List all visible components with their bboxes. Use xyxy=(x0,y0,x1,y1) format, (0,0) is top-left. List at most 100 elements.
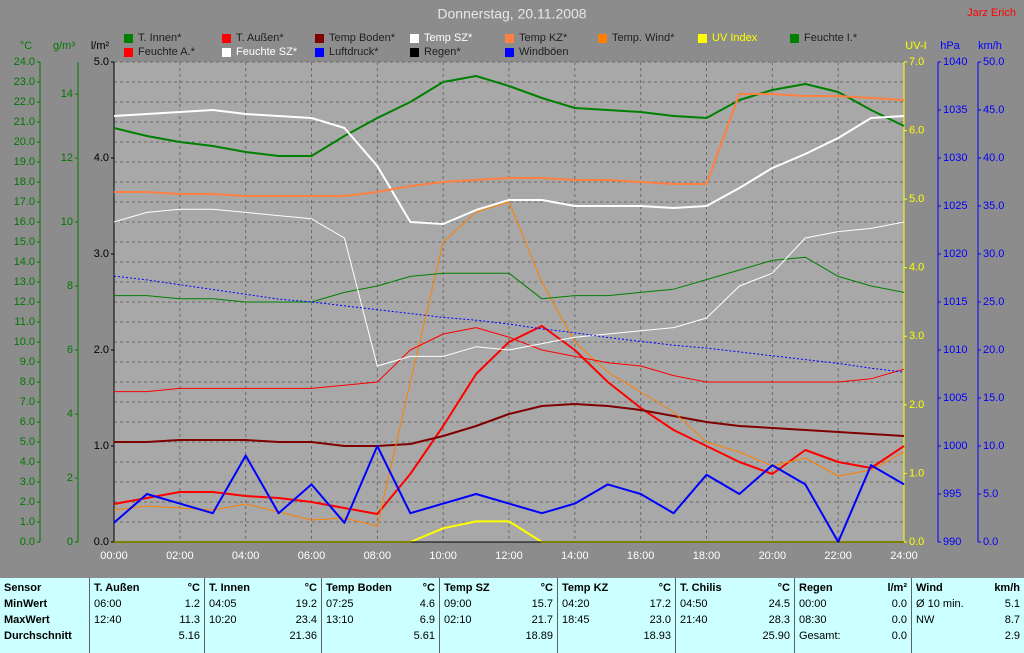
legend-swatch xyxy=(410,34,419,43)
y-tick-label: 13.0 xyxy=(14,276,35,288)
legend-label: Temp SZ* xyxy=(424,32,473,44)
cell-time: 00:00 xyxy=(799,598,827,610)
legend-swatch xyxy=(124,48,133,57)
y-tick-label: 5.0 xyxy=(909,193,924,205)
group-name: Temp Boden xyxy=(326,582,392,594)
y-tick-label: 20.0 xyxy=(983,344,1004,356)
author: Jarz Erich xyxy=(967,7,1016,19)
cell-time: 04:20 xyxy=(562,598,590,610)
cell-time: 09:00 xyxy=(444,598,472,610)
chart: Donnerstag, 20.11.2008 Jarz Erich 00:00 0… xyxy=(14,6,1016,562)
axis-title: °C xyxy=(20,40,32,52)
cell-value: 5.1 xyxy=(1004,598,1020,610)
cell-value: 19.2 xyxy=(295,598,317,610)
y-tick-label: 1005 xyxy=(943,392,967,404)
row: 5.61 xyxy=(326,628,435,644)
y-tick-label: 0.0 xyxy=(909,536,924,548)
y-tick-label: 10.0 xyxy=(983,440,1004,452)
group-name: Temp SZ xyxy=(444,582,490,594)
chart-title: Donnerstag, 20.11.2008 xyxy=(437,6,586,22)
cell-value: 24.5 xyxy=(768,598,790,610)
header: Temp Boden °C xyxy=(326,580,435,596)
axis-title: hPa xyxy=(940,40,960,52)
cell-time: 18:45 xyxy=(562,614,590,626)
y-tick-label: 14.0 xyxy=(14,256,35,268)
cell-value: 5.16 xyxy=(178,630,200,642)
y-tick-label: 7.0 xyxy=(909,56,924,68)
axis-title: l/m² xyxy=(91,40,110,52)
x-tick-label: 16:00 xyxy=(627,550,655,562)
row: 13:10 6.9 xyxy=(326,612,435,628)
stats-column: T. Chilis °C 04:50 24.5 21:40 28.3 25.90 xyxy=(676,578,795,653)
y-tick-label: 4.0 xyxy=(909,262,924,274)
cell-time: 02:10 xyxy=(444,614,472,626)
legend-label: T. Innen* xyxy=(138,32,182,44)
stats-column: Wind km/h Ø 10 min. 5.1 NW 8.7 2.9 xyxy=(912,578,1024,653)
cell-value: 23.4 xyxy=(295,614,317,626)
group-unit: °C xyxy=(658,582,671,594)
y-tick-label: 1.0 xyxy=(20,516,35,528)
legend-swatch xyxy=(598,34,607,43)
legend-swatch xyxy=(222,48,231,57)
row: 00:00 0.0 xyxy=(799,596,907,612)
y-tick-label: 15.0 xyxy=(14,236,35,248)
row: 21:40 28.3 xyxy=(680,612,790,628)
legend-label: Luftdruck* xyxy=(329,46,379,58)
cell-value: 6.9 xyxy=(419,614,435,626)
cell-value: 17.2 xyxy=(649,598,671,610)
legend-label: T. Außen* xyxy=(236,32,284,44)
cell-value: 8.7 xyxy=(1004,614,1020,626)
legend-label: Windböen xyxy=(519,46,569,58)
y-tick-label: 1030 xyxy=(943,152,967,164)
row: 09:00 15.7 xyxy=(444,596,553,612)
y-tick-label: 11.0 xyxy=(14,316,35,328)
group-name: T. Chilis xyxy=(680,582,722,594)
y-tick-label: 5.0 xyxy=(983,488,998,500)
row: NW 8.7 xyxy=(916,612,1020,628)
y-tick-label: 2.0 xyxy=(94,344,109,356)
cell-time: 06:00 xyxy=(94,598,122,610)
cell-value: 4.6 xyxy=(419,598,435,610)
header: Wind km/h xyxy=(916,580,1020,596)
cell-value: 18.89 xyxy=(525,630,553,642)
x-tick-label: 18:00 xyxy=(693,550,721,562)
y-tick-label: 1025 xyxy=(943,200,967,212)
corner: Sensor xyxy=(4,582,42,594)
legend-label: Temp Boden* xyxy=(329,32,396,44)
y-tick-label: 1000 xyxy=(943,440,967,452)
cell-value: 11.3 xyxy=(179,614,200,626)
y-tick-label: 12.0 xyxy=(14,296,35,308)
cell-time: 08:30 xyxy=(799,614,827,626)
cell-time: Gesamt: xyxy=(799,630,841,642)
cell-time: 10:20 xyxy=(209,614,237,626)
legend-label: Feuchte SZ* xyxy=(236,46,298,58)
stats-column: Regen l/m² 00:00 0.0 08:30 0.0 Gesamt: 0.0 xyxy=(795,578,912,653)
stats-column: T. Innen °C 04:05 19.2 10:20 23.4 21.36 xyxy=(205,578,322,653)
series-line xyxy=(113,75,905,157)
stats-column: Temp Boden °C 07:25 4.6 13:10 6.9 5.61 xyxy=(322,578,440,653)
group-name: T. Außen xyxy=(94,582,140,594)
row: 18:45 23.0 xyxy=(562,612,671,628)
row: 07:25 4.6 xyxy=(326,596,435,612)
legend-label: Temp. Wind* xyxy=(612,32,675,44)
cell-value: 5.61 xyxy=(413,630,435,642)
y-tick-label: 5.0 xyxy=(20,436,35,448)
row: 25.90 xyxy=(680,628,790,644)
row: 02:10 21.7 xyxy=(444,612,553,628)
y-tick-label: 14 xyxy=(61,88,73,100)
y-tick-label: 40.0 xyxy=(983,152,1004,164)
legend-label: Feuchte I.* xyxy=(804,32,858,44)
header: T. Innen °C xyxy=(209,580,317,596)
y-tick-label: 6.0 xyxy=(909,124,924,136)
x-tick-label: 22:00 xyxy=(824,550,852,562)
legend-swatch xyxy=(505,48,514,57)
group-unit: °C xyxy=(540,582,553,594)
legend-swatch xyxy=(315,48,324,57)
x-tick-label: 02:00 xyxy=(166,550,194,562)
row: 08:30 0.0 xyxy=(799,612,907,628)
cell-time: 04:50 xyxy=(680,598,708,610)
legend-label: Regen* xyxy=(424,46,461,58)
legend-swatch xyxy=(790,34,799,43)
y-tick-label: 16.0 xyxy=(14,216,35,228)
group-unit: °C xyxy=(187,582,200,594)
